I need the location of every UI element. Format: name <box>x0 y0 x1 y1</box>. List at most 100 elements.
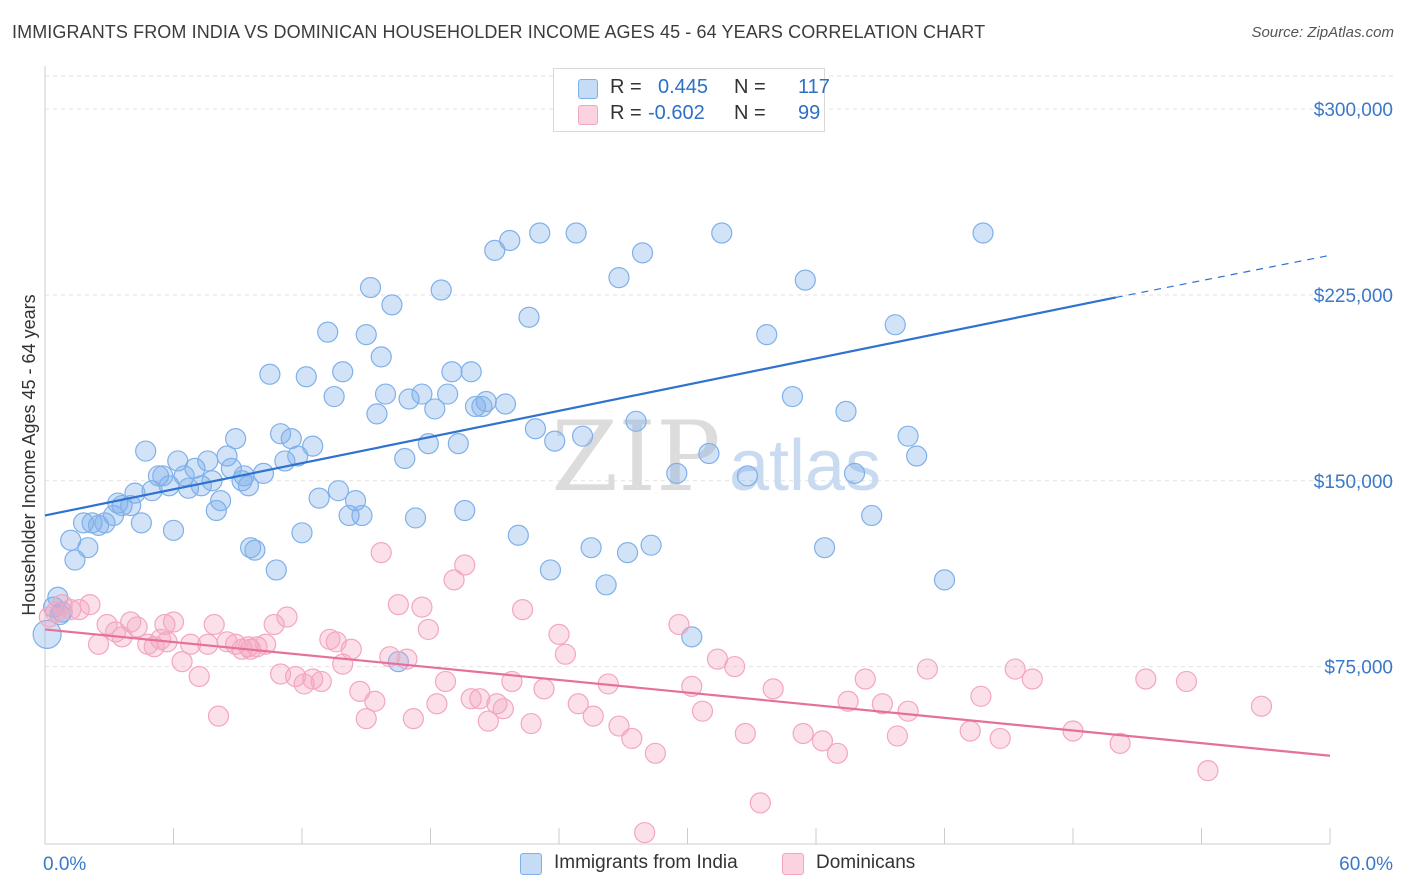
dominican-point <box>634 821 656 844</box>
india-point <box>580 537 602 559</box>
india-point <box>225 428 247 450</box>
india-point <box>259 363 281 385</box>
india-point <box>394 447 416 470</box>
india-point <box>544 430 566 452</box>
stats-r-value: 0.445 <box>658 76 709 98</box>
india-point <box>666 462 688 484</box>
dominican-trend-line <box>44 628 1331 757</box>
india-point <box>424 398 446 420</box>
dominican-point <box>1250 695 1273 717</box>
dominican-point <box>302 668 324 690</box>
y-tick-label: $300,000 <box>1314 100 1393 121</box>
dominican-point <box>970 685 992 707</box>
india-point <box>507 524 529 546</box>
india-point <box>64 549 86 571</box>
india-point <box>843 462 866 484</box>
legend-swatch-india <box>520 853 542 875</box>
dominican-point <box>1135 668 1157 690</box>
india-point <box>484 239 506 261</box>
y-axis-label: Householder Income Ages 45 - 64 years <box>19 294 39 615</box>
dominican-point <box>1175 670 1198 693</box>
india-point <box>565 222 587 244</box>
dominican-point <box>916 658 938 680</box>
india-point <box>398 388 420 410</box>
stats-r-label: R = <box>610 102 642 124</box>
dominican-point <box>402 708 424 730</box>
india-point <box>736 465 759 487</box>
dominican-point <box>548 623 570 645</box>
stats-n-value: 117 <box>798 76 830 98</box>
india-point <box>475 390 497 413</box>
source-label: Source: ZipAtlas.com <box>1251 24 1394 41</box>
dominican-point <box>1021 668 1043 690</box>
india-trend-line <box>44 296 1117 517</box>
india-point <box>441 361 463 383</box>
dominican-point <box>364 690 386 712</box>
india-point <box>906 445 928 467</box>
dominican-point <box>434 670 457 693</box>
dominican-point <box>284 665 307 688</box>
india-point <box>411 383 433 405</box>
india-point <box>756 324 778 346</box>
dominican-point <box>417 618 439 641</box>
india-point <box>454 499 476 522</box>
india-trend-extension <box>1115 254 1331 299</box>
gridlines <box>45 75 1395 668</box>
dominican-point <box>691 700 714 722</box>
india-point <box>681 626 703 648</box>
india-point <box>464 395 487 418</box>
dominican-point <box>1109 732 1131 754</box>
dominican-point <box>355 708 377 730</box>
dominican-point <box>443 569 465 591</box>
india-point <box>437 383 459 405</box>
india-point <box>162 519 185 541</box>
india-point <box>711 222 733 244</box>
india-point <box>135 440 157 462</box>
dominican-point <box>724 655 746 678</box>
dominican-point <box>749 792 771 814</box>
dominican-point <box>511 598 534 621</box>
dominican-point <box>492 698 514 720</box>
y-tick-labels: $75,000 $150,000 $225,000 $300,000 <box>1314 100 1393 678</box>
india-point <box>295 366 317 388</box>
y-tick-label: $150,000 <box>1314 472 1393 493</box>
india-point <box>197 450 219 472</box>
dominican-point <box>762 678 784 700</box>
dominican-point <box>460 688 482 710</box>
dominican-point <box>567 693 589 715</box>
india-point <box>327 480 350 502</box>
india-point <box>359 276 382 299</box>
dominican-point <box>477 710 499 732</box>
watermark-zip: ZIP <box>551 401 720 513</box>
stats-swatch-dominicans <box>578 105 598 125</box>
dominican-point <box>411 596 433 618</box>
india-point <box>861 504 883 527</box>
india-point <box>571 425 594 447</box>
india-point <box>539 559 562 581</box>
dominican-point <box>68 598 90 621</box>
india-point <box>608 267 630 289</box>
legend-label-india: Immigrants from India <box>554 852 738 873</box>
dominican-point <box>871 693 893 715</box>
dominican-point <box>126 616 148 638</box>
india-point <box>355 324 377 346</box>
stats-n-value: 99 <box>798 102 821 124</box>
india-point <box>210 489 232 512</box>
india-point <box>381 294 403 316</box>
x-tick-label: 0.0% <box>43 854 86 875</box>
dominican-point <box>644 742 666 764</box>
india-point <box>781 385 804 408</box>
india-point <box>813 537 836 559</box>
stats-n-label: N = <box>734 102 766 124</box>
dominican-point <box>188 665 210 688</box>
stats-n-label: N = <box>734 76 766 98</box>
india-point <box>897 425 919 447</box>
stats-r-value: -0.602 <box>648 102 705 124</box>
dominican-point <box>837 690 859 712</box>
dominican-point <box>276 606 298 628</box>
dominican-point <box>533 678 555 700</box>
india-point <box>698 442 720 465</box>
india-point <box>460 361 482 383</box>
india-point <box>269 423 292 445</box>
india-point <box>308 487 330 509</box>
